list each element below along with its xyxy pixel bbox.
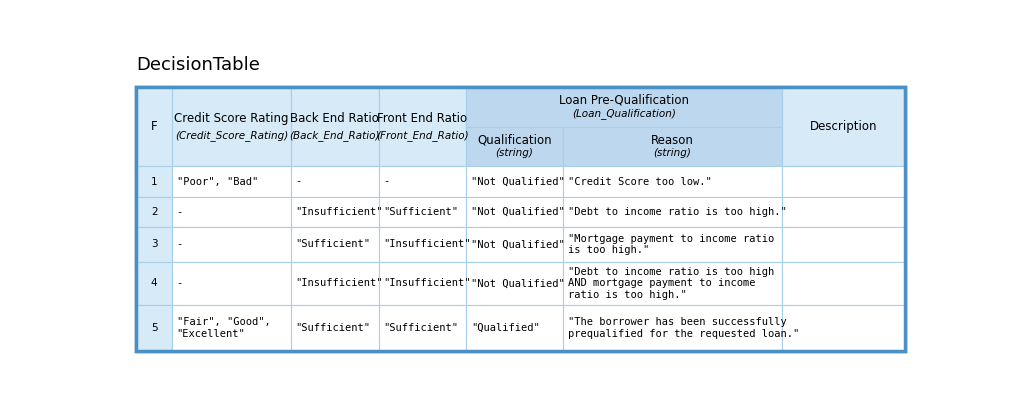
Bar <box>172 166 291 197</box>
Bar <box>563 166 782 197</box>
Bar <box>379 166 466 197</box>
Text: "Insufficient": "Insufficient" <box>383 278 470 288</box>
Text: "Not Qualified": "Not Qualified" <box>470 239 565 249</box>
Bar <box>379 227 466 262</box>
Text: 4: 4 <box>150 278 157 288</box>
Bar <box>466 227 563 262</box>
Bar <box>136 87 172 166</box>
Bar <box>172 227 291 262</box>
Text: "Debt to income ratio is too high
AND mortgage payment to income
ratio is too hi: "Debt to income ratio is too high AND mo… <box>568 267 774 300</box>
Text: Loan Pre-Qualification: Loan Pre-Qualification <box>559 93 689 107</box>
Bar <box>172 262 291 305</box>
Bar <box>379 262 466 305</box>
Text: "Mortgage payment to income ratio
is too high.": "Mortgage payment to income ratio is too… <box>568 234 774 255</box>
Text: 3: 3 <box>150 239 157 249</box>
Text: "Not Qualified": "Not Qualified" <box>470 207 565 217</box>
Text: Description: Description <box>810 120 877 133</box>
Bar <box>563 127 782 166</box>
Text: 5: 5 <box>150 323 157 333</box>
Bar <box>466 262 563 305</box>
Text: DecisionTable: DecisionTable <box>136 56 260 74</box>
Text: "Insufficient": "Insufficient" <box>296 207 383 217</box>
Text: "Sufficient": "Sufficient" <box>296 323 371 333</box>
Bar <box>466 166 563 197</box>
Text: (Loan_Qualification): (Loan_Qualification) <box>572 108 676 119</box>
Bar <box>172 197 291 227</box>
Bar <box>291 262 379 305</box>
Text: "Insufficient": "Insufficient" <box>296 278 383 288</box>
Text: "Sufficient": "Sufficient" <box>383 207 458 217</box>
Bar <box>782 87 905 166</box>
Bar <box>466 305 563 351</box>
Bar <box>136 87 905 351</box>
Text: "Insufficient": "Insufficient" <box>383 239 470 249</box>
Text: -: - <box>177 239 183 249</box>
Bar <box>136 87 905 351</box>
Text: Reason: Reason <box>651 134 694 147</box>
Text: "Not Qualified": "Not Qualified" <box>470 177 565 187</box>
Text: Back End Ratio: Back End Ratio <box>291 112 379 125</box>
Bar <box>782 197 905 227</box>
Text: 1: 1 <box>150 177 157 187</box>
Bar <box>291 227 379 262</box>
Text: (string): (string) <box>653 148 692 158</box>
Text: "Qualified": "Qualified" <box>470 323 539 333</box>
Bar <box>563 262 782 305</box>
Bar <box>782 166 905 197</box>
Bar <box>379 197 466 227</box>
Bar <box>466 127 563 166</box>
Text: "Poor", "Bad": "Poor", "Bad" <box>177 177 258 187</box>
Text: 2: 2 <box>150 207 157 217</box>
Text: "Credit Score too low.": "Credit Score too low." <box>568 177 711 187</box>
Bar <box>379 305 466 351</box>
Bar <box>782 227 905 262</box>
Text: (Credit_Score_Rating): (Credit_Score_Rating) <box>175 130 288 141</box>
Bar <box>563 227 782 262</box>
Text: Credit Score Rating: Credit Score Rating <box>174 112 289 125</box>
Text: (string): (string) <box>496 148 533 158</box>
Text: "Sufficient": "Sufficient" <box>383 323 458 333</box>
Bar <box>466 197 563 227</box>
Text: Qualification: Qualification <box>478 134 552 147</box>
Text: F: F <box>150 120 157 133</box>
Bar <box>563 305 782 351</box>
Text: (Back_End_Ratio): (Back_End_Ratio) <box>290 130 380 141</box>
Bar <box>291 197 379 227</box>
Text: -: - <box>296 177 302 187</box>
Bar <box>379 87 466 166</box>
Bar <box>291 166 379 197</box>
Text: "Debt to income ratio is too high.": "Debt to income ratio is too high." <box>568 207 786 217</box>
Bar <box>172 87 291 166</box>
Text: "Sufficient": "Sufficient" <box>296 239 371 249</box>
Bar <box>466 87 782 127</box>
Bar <box>291 305 379 351</box>
Bar <box>136 262 172 305</box>
Bar <box>172 305 291 351</box>
Text: "Fair", "Good",
"Excellent": "Fair", "Good", "Excellent" <box>177 317 270 339</box>
Text: "Not Qualified": "Not Qualified" <box>470 278 565 288</box>
Bar <box>136 197 172 227</box>
Text: -: - <box>177 207 183 217</box>
Bar <box>291 87 379 166</box>
Bar <box>782 305 905 351</box>
Text: Front End Ratio: Front End Ratio <box>377 112 467 125</box>
Text: -: - <box>383 177 389 187</box>
Bar <box>136 227 172 262</box>
Text: "The borrower has been successfully
prequalified for the requested loan.": "The borrower has been successfully preq… <box>568 317 799 339</box>
Bar <box>136 166 172 197</box>
Text: (Front_End_Ratio): (Front_End_Ratio) <box>376 130 468 141</box>
Bar <box>563 197 782 227</box>
Bar <box>136 305 172 351</box>
Text: -: - <box>177 278 183 288</box>
Bar <box>782 262 905 305</box>
